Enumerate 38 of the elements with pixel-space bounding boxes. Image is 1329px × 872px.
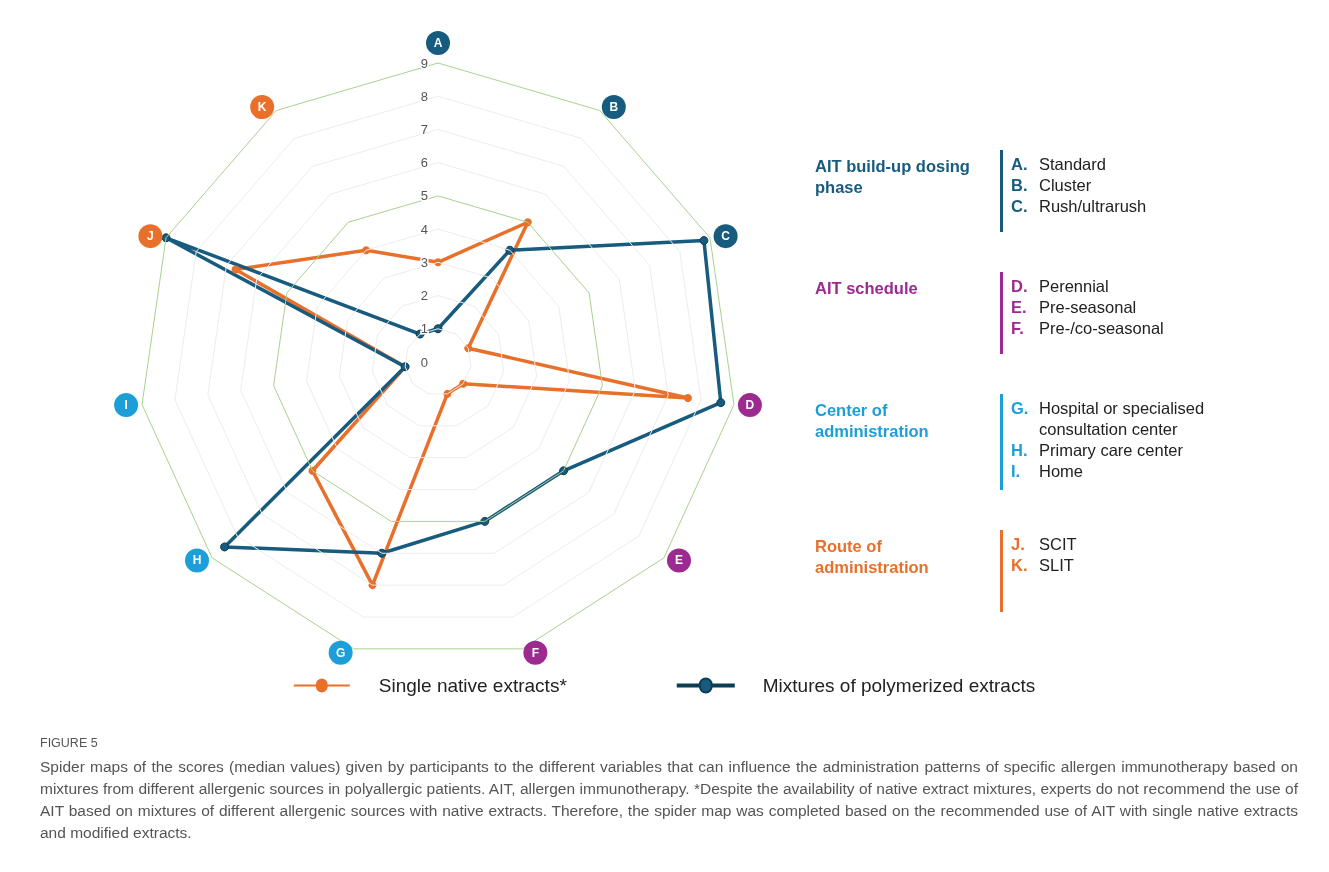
text: I. Home bbox=[1011, 461, 1084, 482]
text: B. Cluster bbox=[1011, 175, 1093, 196]
category-label: AIT build-up dosing phase bbox=[815, 156, 971, 198]
y-tick-label: 5 bbox=[420, 188, 428, 204]
text: J. SCIT bbox=[1011, 534, 1078, 555]
spoke-label: J bbox=[147, 229, 154, 244]
spoke-label: E bbox=[674, 553, 683, 568]
spoke-label: K bbox=[257, 100, 267, 115]
caption: FIGURE 5 bbox=[40, 735, 99, 752]
text: D. Perennial bbox=[1011, 276, 1110, 297]
spoke-label: F bbox=[531, 645, 540, 660]
y-tick-label: 7 bbox=[420, 121, 428, 137]
text: G. Hospital or specialised consultation center bbox=[1011, 398, 1206, 440]
spoke-label: D bbox=[745, 398, 755, 413]
y-tick-label: 6 bbox=[420, 155, 428, 171]
text: K. SLIT bbox=[1011, 555, 1075, 576]
spoke-label: C bbox=[721, 229, 731, 244]
spoke-label: G bbox=[335, 645, 346, 660]
spoke-label: A bbox=[433, 36, 443, 51]
y-tick-label: 9 bbox=[420, 55, 428, 71]
text: A. Standard bbox=[1011, 154, 1107, 175]
category-label: Center of administration bbox=[815, 400, 930, 442]
category-label: Route of administration bbox=[815, 536, 930, 578]
y-tick-label: 8 bbox=[420, 88, 428, 104]
spoke-label: I bbox=[124, 398, 128, 413]
spoke-label: B bbox=[609, 100, 619, 115]
spoke-label: H bbox=[192, 553, 202, 568]
y-tick-label: 4 bbox=[420, 221, 428, 237]
y-tick-label: 0 bbox=[420, 354, 428, 370]
text: H. Primary care center bbox=[1011, 440, 1184, 461]
category-label: AIT schedule bbox=[815, 278, 919, 299]
text: E. Pre-seasonal bbox=[1011, 297, 1138, 318]
legend-label: Mixtures of polymerized extracts bbox=[762, 675, 1036, 696]
y-tick-label: 2 bbox=[420, 288, 428, 304]
text: C. Rush/ultrarush bbox=[1011, 196, 1148, 217]
legend-label: Single native extracts* bbox=[378, 675, 568, 696]
text: F. Pre-/co-seasonal bbox=[1011, 318, 1165, 339]
text: Spider maps of the scores (median values) given by participants to the different variables that can influence the administration patterns of specific allergen immunotherapy based on mixtures from different allergenic sources in polyallergic patients. AIT, allergen immunotherapy. *Despite the availability of native extract mixtures, experts do not recommend the use of AIT based on mixtures of different allergenic sources with native extracts. Therefore, the spider map was completed based on the recommended use of AIT with single native extracts and modified extracts. bbox=[40, 757, 1298, 843]
